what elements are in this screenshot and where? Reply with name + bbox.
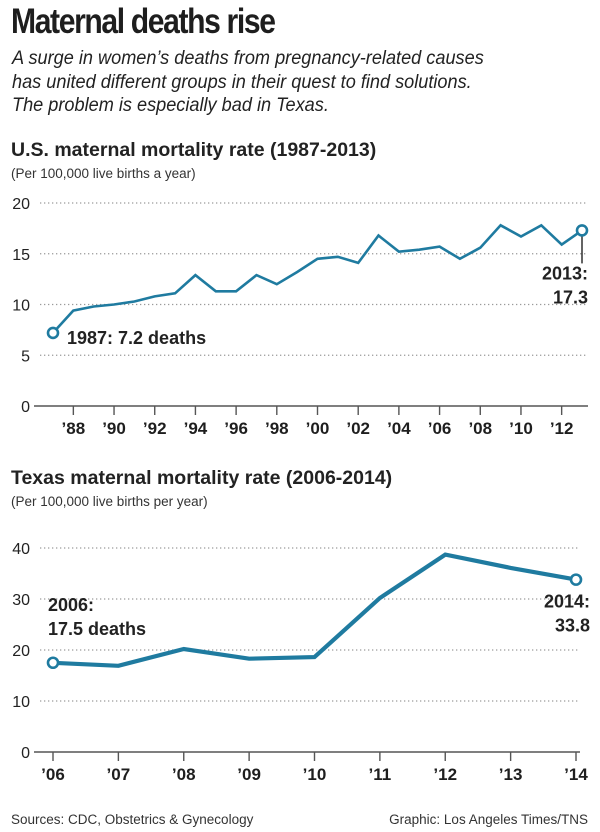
us-x-tick-label: ’10	[509, 419, 533, 438]
tx-x-tick-label: ’09	[237, 765, 261, 784]
us-annotation-label: 2013:	[542, 263, 588, 283]
us-x-tick-label: ’98	[265, 419, 289, 438]
tx-y-tick-label: 10	[12, 694, 30, 711]
texas-chart-title: Texas maternal mortality rate (2006-2014…	[11, 467, 393, 489]
tx-x-tick-label: ’06	[41, 765, 65, 784]
us-x-tick-label: ’00	[306, 419, 330, 438]
us-x-tick-label: ’88	[62, 419, 86, 438]
us-annotation-label: 1987: 7.2 deaths	[67, 328, 206, 348]
us-x-tick-label: ’04	[387, 419, 411, 438]
us-annotation-label: 17.3	[553, 287, 588, 307]
us-mortality-chart: 0 5 10 15 20 ’88 ’90 ’92 ’94 ’96 ’98 ’00 ’02 ’04 ’06 ’0…	[12, 196, 589, 438]
us-y-tick-label: 15	[12, 247, 30, 264]
us-y-tick-label: 0	[21, 399, 30, 416]
tx-y-tick-label: 20	[12, 643, 30, 660]
us-x-tick-label: ’12	[550, 419, 574, 438]
headline: Maternal deaths rise	[11, 2, 276, 41]
us-series-line	[52, 223, 583, 334]
us-x-tick-label: ’92	[143, 419, 167, 438]
us-chart-title: U.S. maternal mortality rate (1987-2013)	[11, 139, 377, 161]
us-x-tick-label: ’90	[102, 419, 126, 438]
graphic-credit: Graphic: Los Angeles Times/TNS	[389, 812, 588, 827]
us-x-tick-label: ’96	[224, 419, 248, 438]
tx-x-tick-label: ’10	[303, 765, 327, 784]
tx-annotation-label: 2014:	[544, 592, 590, 612]
tx-y-tick-label: 30	[12, 592, 30, 609]
us-x-tick-label: ’02	[346, 419, 370, 438]
us-y-tick-label: 20	[12, 196, 30, 213]
tx-annotation-label: 2006:	[48, 595, 94, 615]
us-endpoint-marker	[46, 326, 60, 340]
texas-chart-subtitle: (Per 100,000 live births per year)	[11, 494, 208, 509]
tx-x-tick-label: ’13	[499, 765, 523, 784]
tx-x-tick-label: ’07	[107, 765, 131, 784]
tx-y-tick-label: 40	[12, 541, 30, 558]
tx-x-tick-label: ’14	[564, 765, 588, 784]
tx-endpoint-marker	[46, 656, 60, 670]
dek-line: A surge in women’s deaths from pregnancy…	[12, 47, 484, 69]
tx-series-line	[52, 552, 577, 668]
us-y-tick-label: 10	[12, 298, 30, 315]
tx-y-tick-label: 0	[21, 745, 30, 762]
dek-line: The problem is especially bad in Texas.	[12, 94, 329, 116]
tx-x-tick-label: ’08	[172, 765, 196, 784]
tx-x-tick-label: ’11	[369, 765, 392, 784]
us-x-tick-label: ’06	[428, 419, 452, 438]
us-chart-subtitle: (Per 100,000 live births a year)	[11, 166, 196, 181]
us-y-tick-label: 5	[21, 348, 30, 365]
us-x-tick-label: ’08	[468, 419, 492, 438]
texas-mortality-chart: 0 10 20 30 40 ’06 ’07 ’08 ’09 ’10 ’11 ’12 ’13 ’14 2006…	[12, 541, 590, 784]
tx-x-tick-label: ’12	[433, 765, 457, 784]
dek: A surge in women’s deaths from pregnancy…	[12, 47, 561, 118]
tx-endpoint-marker	[569, 573, 583, 586]
tx-annotation-label: 17.5 deaths	[48, 619, 146, 639]
us-x-tick-label: ’94	[184, 419, 208, 438]
us-endpoint-marker	[575, 224, 589, 237]
sources-note: Sources: CDC, Obstetrics & Gynecology	[11, 812, 254, 827]
dek-line: has united different groups in their que…	[12, 70, 472, 93]
tx-annotation-label: 33.8	[555, 616, 590, 636]
